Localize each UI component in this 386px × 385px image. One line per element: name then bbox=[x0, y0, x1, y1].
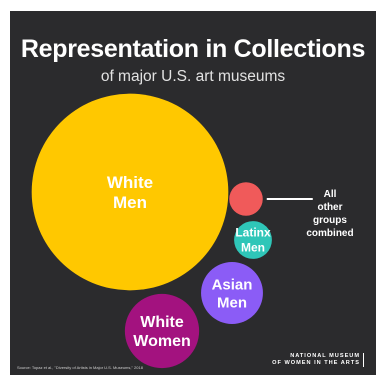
label-white-women: White Women bbox=[133, 314, 190, 350]
bubble-white-men bbox=[31, 93, 229, 291]
label-white-men: White Men bbox=[107, 173, 153, 212]
logo-line-2: OF WOMEN IN THE ARTS bbox=[272, 360, 360, 366]
source-note: Source: Topaz et al., "Diversity of Arti… bbox=[17, 365, 143, 370]
bubble-white-women bbox=[124, 293, 200, 369]
label-all-other-groups-combined: All other groups combined bbox=[306, 189, 353, 239]
chart-title: Representation in Collections bbox=[20, 35, 366, 63]
bubble-asian-men bbox=[201, 262, 263, 324]
bubble-chart: White Men White Women Asian Men Latinx Men All ot… bbox=[31, 93, 354, 369]
logo-line-1: NATIONAL MUSEUM bbox=[290, 353, 360, 359]
chart-subtitle: of major U.S. art museums bbox=[100, 68, 286, 85]
label-latinx-men: Latinx Men bbox=[235, 226, 271, 255]
label-asian-men: Asian Men bbox=[212, 276, 253, 311]
bubble-all-other-groups-combined bbox=[229, 182, 263, 216]
museum-logo: NATIONAL MUSEUM OF WOMEN IN THE ARTS bbox=[272, 353, 364, 367]
infographic-panel: Representation in Collections of major U… bbox=[10, 11, 376, 375]
bubble-latinx-men bbox=[234, 221, 272, 259]
